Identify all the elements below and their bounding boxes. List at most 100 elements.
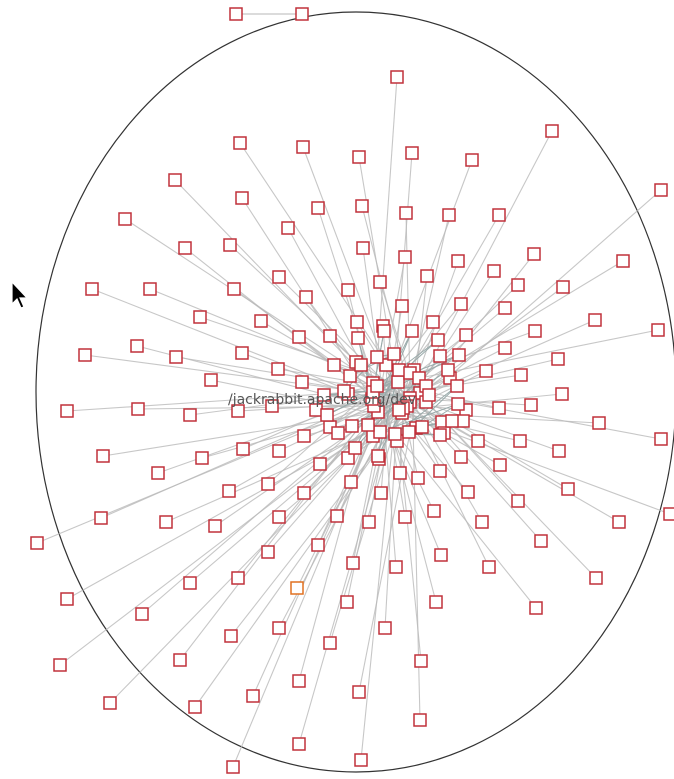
- graph-node[interactable]: [344, 475, 358, 489]
- graph-node[interactable]: [297, 429, 311, 443]
- cluster-node[interactable]: [373, 425, 387, 439]
- graph-node[interactable]: [60, 404, 74, 418]
- graph-node[interactable]: [651, 323, 665, 337]
- outer-node[interactable]: [295, 7, 309, 21]
- graph-node[interactable]: [492, 401, 506, 415]
- cluster-node[interactable]: [351, 331, 365, 345]
- graph-node[interactable]: [292, 330, 306, 344]
- cluster-node[interactable]: [433, 428, 447, 442]
- graph-node[interactable]: [391, 375, 405, 389]
- cluster-node[interactable]: [354, 358, 368, 372]
- graph-node[interactable]: [492, 208, 506, 222]
- graph-node[interactable]: [227, 282, 241, 296]
- graph-node[interactable]: [355, 199, 369, 213]
- graph-node[interactable]: [222, 484, 236, 498]
- graph-node[interactable]: [272, 270, 286, 284]
- graph-node[interactable]: [103, 696, 117, 710]
- graph-node[interactable]: [78, 348, 92, 362]
- graph-node[interactable]: [188, 700, 202, 714]
- graph-node[interactable]: [118, 212, 132, 226]
- graph-node[interactable]: [433, 464, 447, 478]
- graph-node[interactable]: [395, 299, 409, 313]
- graph-node[interactable]: [183, 576, 197, 590]
- graph-node[interactable]: [545, 124, 559, 138]
- graph-node[interactable]: [527, 247, 541, 261]
- cluster-node[interactable]: [402, 425, 416, 439]
- graph-node[interactable]: [94, 511, 108, 525]
- graph-node[interactable]: [246, 689, 260, 703]
- graph-node[interactable]: [654, 432, 668, 446]
- cluster-node[interactable]: [441, 363, 455, 377]
- graph-node[interactable]: [173, 653, 187, 667]
- graph-node[interactable]: [292, 674, 306, 688]
- cluster-node[interactable]: [377, 324, 391, 338]
- graph-node[interactable]: [442, 208, 456, 222]
- graph-node[interactable]: [529, 601, 543, 615]
- cluster-node[interactable]: [405, 324, 419, 338]
- graph-node[interactable]: [413, 713, 427, 727]
- graph-node[interactable]: [265, 399, 279, 413]
- graph-node[interactable]: [159, 515, 173, 529]
- graph-node[interactable]: [454, 297, 468, 311]
- graph-node[interactable]: [493, 458, 507, 472]
- graph-node[interactable]: [327, 358, 341, 372]
- graph-node[interactable]: [193, 310, 207, 324]
- graph-node[interactable]: [299, 290, 313, 304]
- graph-node[interactable]: [498, 301, 512, 315]
- graph-node[interactable]: [552, 444, 566, 458]
- graph-node[interactable]: [143, 282, 157, 296]
- graph-node[interactable]: [96, 449, 110, 463]
- highlighted-graph-node[interactable]: [290, 581, 304, 595]
- cluster-node[interactable]: [317, 388, 331, 402]
- graph-node[interactable]: [341, 451, 355, 465]
- graph-node[interactable]: [654, 183, 668, 197]
- graph-node[interactable]: [389, 560, 403, 574]
- graph-node[interactable]: [235, 191, 249, 205]
- graph-node[interactable]: [233, 136, 247, 150]
- cluster-node[interactable]: [337, 384, 351, 398]
- graph-node[interactable]: [475, 515, 489, 529]
- graph-node[interactable]: [183, 408, 197, 422]
- graph-node[interactable]: [296, 140, 310, 154]
- graph-node[interactable]: [378, 621, 392, 635]
- graph-node[interactable]: [461, 485, 475, 499]
- graph-node[interactable]: [254, 314, 268, 328]
- graph-node[interactable]: [482, 560, 496, 574]
- graph-node[interactable]: [588, 313, 602, 327]
- graph-node[interactable]: [208, 519, 222, 533]
- graph-node[interactable]: [373, 275, 387, 289]
- cluster-node[interactable]: [343, 369, 357, 383]
- graph-node[interactable]: [524, 398, 538, 412]
- graph-node[interactable]: [556, 280, 570, 294]
- graph-node[interactable]: [131, 402, 145, 416]
- cluster-node[interactable]: [331, 426, 345, 440]
- graph-node[interactable]: [340, 595, 354, 609]
- graph-node[interactable]: [195, 451, 209, 465]
- graph-node[interactable]: [272, 444, 286, 458]
- cluster-node[interactable]: [371, 449, 385, 463]
- graph-node[interactable]: [426, 315, 440, 329]
- outer-node[interactable]: [229, 7, 243, 21]
- graph-node[interactable]: [204, 373, 218, 387]
- graph-node[interactable]: [53, 658, 67, 672]
- graph-node[interactable]: [271, 362, 285, 376]
- graph-node[interactable]: [85, 282, 99, 296]
- graph-node[interactable]: [414, 654, 428, 668]
- graph-node[interactable]: [272, 621, 286, 635]
- graph-node[interactable]: [352, 685, 366, 699]
- cluster-node[interactable]: [431, 333, 445, 347]
- graph-node[interactable]: [235, 346, 249, 360]
- graph-node[interactable]: [498, 341, 512, 355]
- graph-node[interactable]: [514, 368, 528, 382]
- graph-node[interactable]: [231, 571, 245, 585]
- graph-node[interactable]: [30, 536, 44, 550]
- graph-node[interactable]: [313, 457, 327, 471]
- graph-node[interactable]: [231, 404, 245, 418]
- graph-node[interactable]: [311, 538, 325, 552]
- graph-node[interactable]: [434, 548, 448, 562]
- graph-node[interactable]: [323, 329, 337, 343]
- graph-node[interactable]: [427, 504, 441, 518]
- graph-node[interactable]: [420, 269, 434, 283]
- graph-node[interactable]: [398, 510, 412, 524]
